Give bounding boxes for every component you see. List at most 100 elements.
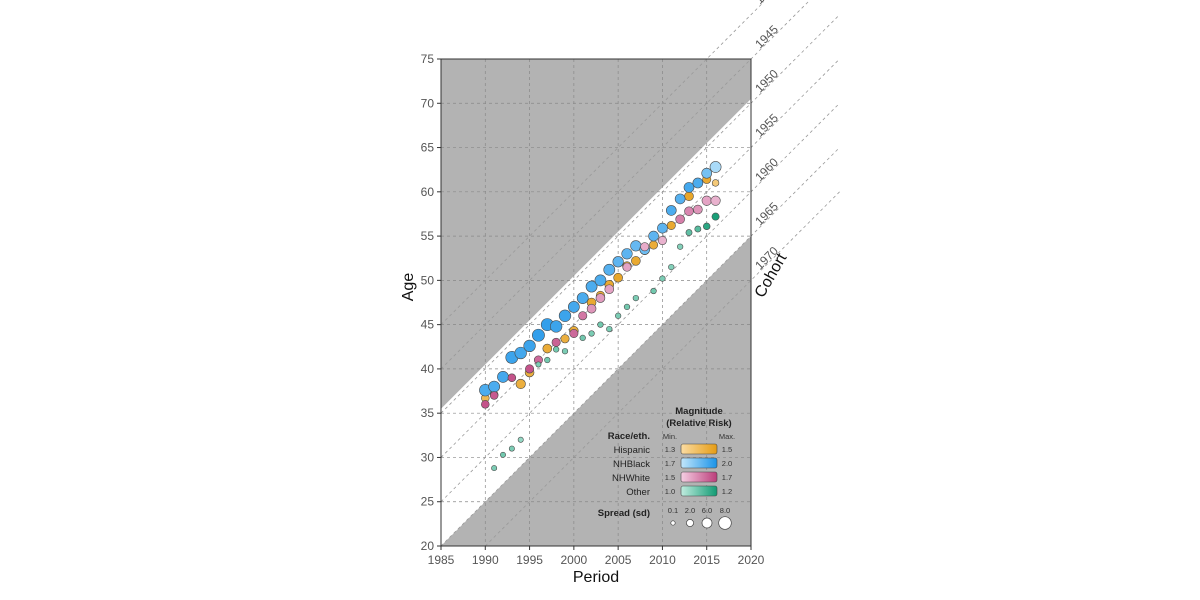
- legend-color-ramp: [680, 443, 718, 455]
- point-nhblack: [488, 380, 501, 393]
- point-hispanic: [666, 220, 676, 230]
- point-other: [606, 325, 613, 333]
- point-nhblack: [567, 301, 580, 313]
- point-other: [668, 263, 675, 271]
- x-tick-label: 1985: [428, 553, 455, 567]
- point-other: [535, 361, 542, 368]
- point-other: [632, 294, 639, 302]
- legend-spread-circle: [701, 517, 713, 529]
- y-tick-label: 60: [421, 185, 435, 199]
- legend: Magnitude (Relative Risk) Race/eth. Min.…: [598, 406, 735, 530]
- point-nhwhite: [586, 303, 597, 314]
- point-other: [597, 321, 604, 328]
- legend-color-ramp: [680, 471, 718, 483]
- cohort-line: [440, 1, 809, 370]
- point-nhblack: [532, 328, 545, 342]
- legend-spread-title: Spread (sd): [598, 508, 650, 519]
- point-other: [685, 229, 693, 236]
- point-nhblack: [674, 193, 686, 205]
- legend-spread: 0.1 2.0 6.0 8.0: [668, 506, 732, 530]
- legend-max-value: 1.5: [722, 445, 732, 454]
- data-points: [479, 161, 722, 472]
- point-other: [517, 436, 524, 443]
- point-nhwhite: [701, 195, 712, 206]
- y-tick-label: 75: [421, 52, 435, 66]
- legend-max-value: 1.2: [722, 487, 732, 496]
- legend-max-label: Max.: [719, 432, 735, 441]
- point-other: [491, 465, 498, 472]
- point-nhwhite: [657, 236, 667, 246]
- cohort-line: [440, 1, 765, 325]
- grid-lines: [441, 59, 751, 546]
- point-nhwhite: [569, 328, 579, 338]
- legend-race-label: Hispanic: [614, 445, 651, 456]
- point-nhwhite: [710, 195, 721, 206]
- cohort-line: [440, 14, 840, 414]
- point-nhwhite: [693, 204, 703, 215]
- point-other: [694, 225, 702, 233]
- legend-race-title: Race/eth.: [608, 431, 650, 442]
- x-tick-label: 2010: [649, 553, 676, 567]
- point-nhblack: [692, 177, 704, 189]
- point-other: [659, 275, 666, 282]
- x-tick-label: 2015: [693, 553, 720, 567]
- point-hispanic: [613, 272, 623, 283]
- point-nhblack: [603, 263, 616, 276]
- x-tick-label: 2005: [605, 553, 632, 567]
- x-axis-ticks: 1985 1990 1995 2000 2005 2010 2015 2020: [428, 546, 765, 567]
- point-nhblack: [514, 346, 527, 360]
- legend-spread-value: 8.0: [720, 506, 730, 515]
- point-nhblack: [648, 230, 659, 242]
- point-other: [623, 303, 631, 311]
- point-nhblack: [497, 371, 509, 383]
- cohort-tick-label: 1965: [752, 199, 781, 228]
- point-nhblack: [523, 339, 536, 353]
- point-other: [544, 356, 551, 364]
- y-tick-label: 25: [421, 495, 435, 509]
- cohort-line: [440, 58, 840, 458]
- legend-max-value: 2.0: [722, 459, 732, 468]
- y-tick-label: 35: [421, 406, 435, 420]
- point-other: [703, 222, 711, 231]
- x-tick-label: 2020: [738, 553, 765, 567]
- point-hispanic: [560, 334, 570, 344]
- legend-magnitude-title: Magnitude: [675, 406, 723, 417]
- cohort-labels: 1940194519501955196019651970: [752, 0, 781, 272]
- point-hispanic: [649, 240, 659, 250]
- legend-magnitude-subtitle: (Relative Risk): [666, 418, 731, 429]
- legend-min-label: Min.: [663, 432, 677, 441]
- point-other: [553, 346, 560, 353]
- point-hispanic: [515, 378, 526, 390]
- legend-min-value: 1.0: [665, 487, 675, 496]
- cohort-line: [440, 147, 840, 547]
- point-other: [500, 451, 506, 458]
- point-hispanic: [711, 179, 720, 187]
- legend-spread-circle: [670, 520, 676, 526]
- point-nhwhite: [684, 206, 694, 217]
- point-nhwhite: [640, 242, 650, 252]
- legend-spread-value: 2.0: [685, 506, 695, 515]
- x-tick-label: 1990: [472, 553, 499, 567]
- cohort-tick-label: 1950: [752, 66, 781, 95]
- point-nhwhite: [507, 373, 517, 382]
- plot-area: [441, 59, 751, 546]
- y-axis-ticks: 20 25 30 35 40 45 50 55 60 65 70 75: [421, 52, 441, 553]
- cohort-tick-label: 1945: [752, 22, 781, 51]
- point-nhblack: [558, 309, 572, 322]
- y-axis-title: Age: [400, 273, 417, 302]
- legend-spread-circle: [686, 519, 694, 527]
- point-nhblack: [585, 280, 598, 293]
- y-tick-label: 20: [421, 539, 435, 553]
- point-nhblack: [657, 222, 668, 234]
- legend-rows: Hispanic 1.3 1.5 NHBlack 1.7 2.0 NHWhite 1.5 1.7…: [612, 443, 732, 498]
- legend-min-value: 1.5: [665, 473, 675, 482]
- point-nhblack: [621, 248, 633, 260]
- point-nhwhite: [595, 293, 606, 303]
- point-nhwhite: [622, 262, 632, 272]
- point-hispanic: [542, 343, 553, 354]
- x-axis-title: Period: [573, 569, 619, 586]
- legend-color-ramp: [680, 457, 718, 469]
- legend-min-value: 1.7: [665, 459, 675, 468]
- point-nhwhite: [578, 311, 588, 321]
- cohort-tick-label: 1960: [752, 155, 781, 184]
